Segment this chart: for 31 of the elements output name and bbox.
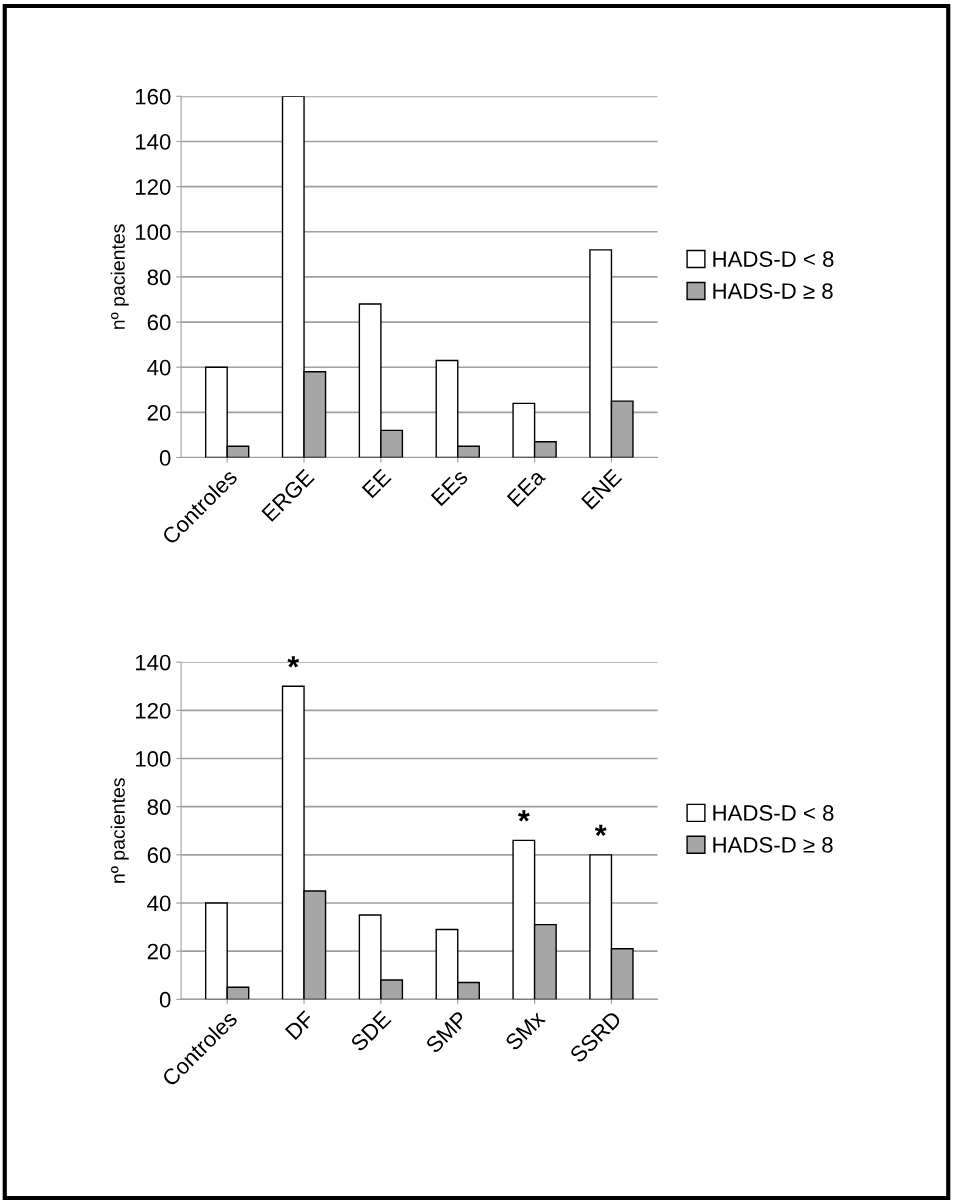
legend-label: HADS-D ≥ 8	[713, 837, 833, 853]
legend-label: HADS-D ≥ 8	[713, 283, 833, 299]
y-tick-label: 60	[147, 847, 171, 864]
legend-label: HADS-D < 8	[713, 251, 834, 267]
y-tick-label: 100	[135, 224, 171, 241]
y-tick-label: 80	[147, 269, 171, 286]
annotation: *	[517, 810, 530, 822]
y-axis-title: nº pacientes	[110, 224, 129, 329]
x-tick-label: DF	[284, 1010, 315, 1041]
y-tick-label: 40	[147, 895, 171, 912]
annotation: *	[287, 656, 300, 668]
y-tick-label: 160	[135, 88, 171, 105]
annotation: *	[594, 824, 607, 837]
x-tick-label: EEs	[430, 468, 469, 507]
x-tick-label: EE	[361, 468, 392, 499]
legend-label: HADS-D < 8	[713, 805, 834, 821]
y-tick-label: 20	[147, 943, 171, 960]
x-tick-label: SMx	[504, 1009, 546, 1052]
y-tick-label: 0	[159, 450, 171, 466]
y-tick-label: 40	[147, 359, 171, 376]
y-tick-label: 60	[147, 314, 171, 331]
y-tick-label: 140	[135, 654, 171, 671]
y-tick-label: 120	[135, 179, 171, 195]
y-tick-label: 120	[135, 702, 171, 719]
y-tick-label: 140	[135, 134, 171, 150]
y-tick-label: 0	[159, 991, 171, 1008]
y-tick-label: 80	[147, 799, 171, 815]
y-tick-label: 20	[147, 404, 171, 421]
y-tick-label: 100	[135, 751, 171, 767]
y-axis-title: nº pacientes	[110, 778, 129, 883]
x-tick-label: EEa	[506, 467, 547, 508]
